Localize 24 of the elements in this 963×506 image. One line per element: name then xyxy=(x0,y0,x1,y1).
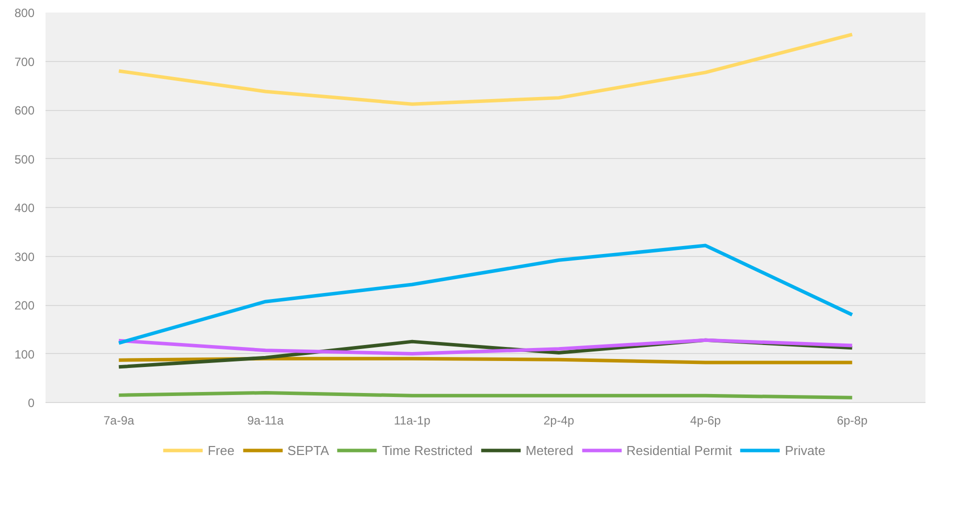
y-tick-label: 200 xyxy=(14,298,35,312)
x-tick-label: 6p-8p xyxy=(836,414,868,428)
legend-label: Residential Permit xyxy=(626,442,732,458)
y-tick-label: 100 xyxy=(14,347,35,362)
legend-label: Private xyxy=(784,442,826,458)
line-series xyxy=(117,32,854,106)
y-tick-label: 300 xyxy=(14,250,35,264)
y-tick-label: 400 xyxy=(14,201,35,215)
legend-label: Metered xyxy=(526,442,574,458)
line-series xyxy=(117,244,854,345)
y-tick-label: 800 xyxy=(14,6,35,20)
legend-label: Time Restricted xyxy=(382,442,473,458)
line-series xyxy=(117,338,854,356)
legend-label: SEPTA xyxy=(287,442,330,458)
legend-label: Free xyxy=(208,442,234,458)
x-tick-label: 4p-6p xyxy=(690,414,722,428)
x-tick-label: 9a-11a xyxy=(247,414,284,428)
y-tick-label: 500 xyxy=(14,152,35,166)
y-tick-label: 600 xyxy=(14,104,35,118)
y-tick-label: 700 xyxy=(14,54,35,69)
x-tick-label: 11a-1p xyxy=(394,414,431,428)
x-tick-label: 2p-4p xyxy=(543,414,575,428)
x-tick-label: 7a-9a xyxy=(103,414,135,428)
y-tick-label: 0 xyxy=(28,396,35,410)
